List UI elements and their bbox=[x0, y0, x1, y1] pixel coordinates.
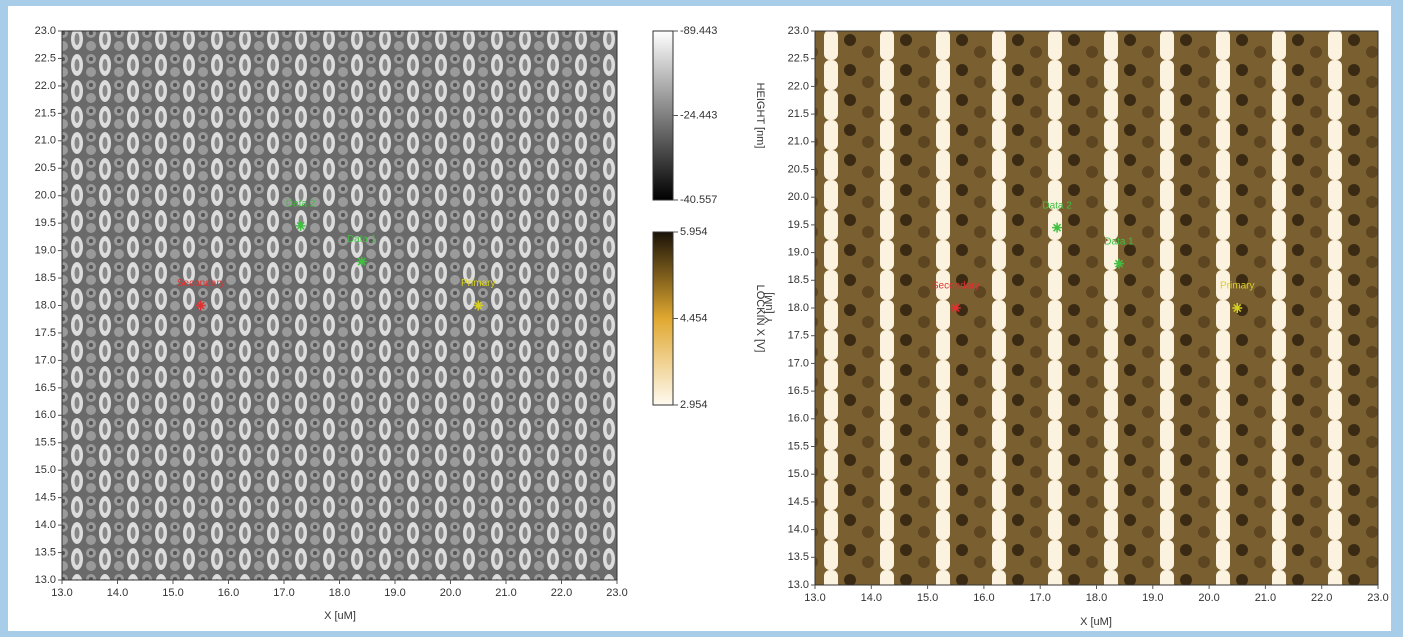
x-tick-label: 19.0 bbox=[1142, 592, 1163, 604]
x-tick-label: 15.0 bbox=[162, 587, 183, 599]
y-tick-label: 18.5 bbox=[788, 274, 809, 286]
x-tick-label: 20.0 bbox=[1198, 592, 1219, 604]
marker bbox=[295, 220, 306, 231]
marker bbox=[473, 300, 484, 311]
x-axis-label: X [uM] bbox=[324, 610, 356, 622]
y-tick-label: 14.5 bbox=[788, 496, 809, 508]
y-tick-label: 15.5 bbox=[788, 440, 809, 452]
y-tick-label: 15.5 bbox=[35, 437, 56, 449]
y-tick-label: 16.0 bbox=[788, 413, 809, 425]
marker bbox=[950, 303, 961, 313]
y-tick-label: 13.0 bbox=[35, 574, 56, 586]
marker bbox=[356, 256, 367, 267]
marker-label: Primary bbox=[1220, 281, 1254, 292]
y-tick-label: 19.0 bbox=[788, 247, 809, 259]
marker bbox=[1114, 258, 1125, 269]
colorbar-tick-label: 5.954 bbox=[680, 226, 708, 238]
y-tick-label: 16.5 bbox=[788, 385, 809, 397]
colorbar-label: LOCKIN X [V] bbox=[754, 285, 766, 353]
y-tick-label: 23.0 bbox=[788, 25, 809, 37]
y-tick-label: 14.0 bbox=[788, 524, 809, 536]
x-axis-label: X [uM] bbox=[1080, 616, 1112, 628]
x-tick-label: 23.0 bbox=[1367, 592, 1388, 604]
marker-label: Data 2 bbox=[286, 199, 316, 210]
marker-label: Primary bbox=[461, 278, 495, 289]
y-tick-label: 17.5 bbox=[35, 327, 56, 339]
y-tick-label: 20.5 bbox=[35, 162, 56, 174]
y-tick-label: 14.5 bbox=[35, 492, 56, 504]
y-tick-label: 20.5 bbox=[788, 163, 809, 175]
x-tick-label: 14.0 bbox=[861, 592, 882, 604]
x-tick-label: 21.0 bbox=[495, 587, 516, 599]
y-tick-label: 22.0 bbox=[35, 80, 56, 92]
x-tick-label: 23.0 bbox=[606, 587, 627, 599]
x-tick-label: 16.0 bbox=[218, 587, 239, 599]
y-tick-label: 19.5 bbox=[35, 217, 56, 229]
colorbar bbox=[652, 231, 674, 406]
marker-label: Secondary bbox=[177, 278, 225, 289]
y-tick-label: 15.0 bbox=[35, 464, 56, 476]
y-tick-label: 19.0 bbox=[35, 245, 56, 257]
y-tick-label: 22.5 bbox=[788, 53, 809, 65]
y-tick-label: 17.0 bbox=[35, 354, 56, 366]
y-tick-label: 17.0 bbox=[788, 357, 809, 369]
colorbar-tick-label: -40.557 bbox=[680, 194, 717, 206]
y-tick-label: 13.5 bbox=[35, 546, 56, 558]
x-tick-label: 21.0 bbox=[1255, 592, 1276, 604]
colorbar-tick-label: -89.443 bbox=[680, 25, 717, 37]
x-tick-label: 16.0 bbox=[973, 592, 994, 604]
x-tick-label: 22.0 bbox=[1311, 592, 1332, 604]
x-tick-label: 13.0 bbox=[51, 587, 72, 599]
marker-label: Data 1 bbox=[347, 234, 377, 245]
y-axis-label: Y [uM] bbox=[763, 292, 775, 324]
y-tick-label: 19.5 bbox=[788, 219, 809, 231]
y-tick-label: 17.5 bbox=[788, 330, 809, 342]
scan-image bbox=[814, 30, 1379, 586]
scan-image bbox=[61, 30, 618, 581]
colorbar-tick-label: -24.443 bbox=[680, 109, 717, 121]
y-tick-label: 15.0 bbox=[788, 468, 809, 480]
y-tick-label: 21.0 bbox=[35, 135, 56, 147]
y-tick-label: 21.0 bbox=[788, 136, 809, 148]
x-tick-label: 18.0 bbox=[329, 587, 350, 599]
y-tick-label: 18.0 bbox=[788, 302, 809, 314]
y-tick-label: 23.0 bbox=[35, 25, 56, 37]
x-tick-label: 20.0 bbox=[440, 587, 461, 599]
y-tick-label: 22.0 bbox=[788, 80, 809, 92]
y-tick-label: 13.5 bbox=[788, 551, 809, 563]
y-tick-label: 16.0 bbox=[35, 409, 56, 421]
colorbar-tick-label: 4.454 bbox=[680, 312, 708, 324]
x-tick-label: 17.0 bbox=[1029, 592, 1050, 604]
y-tick-label: 21.5 bbox=[35, 107, 56, 119]
marker bbox=[1052, 222, 1063, 233]
y-tick-label: 13.0 bbox=[788, 579, 809, 591]
x-tick-label: 15.0 bbox=[917, 592, 938, 604]
marker-label: Data 1 bbox=[1104, 236, 1134, 247]
y-tick-label: 22.5 bbox=[35, 52, 56, 64]
y-tick-label: 20.0 bbox=[788, 191, 809, 203]
colorbar bbox=[652, 30, 674, 201]
colorbar-tick-label: 2.954 bbox=[680, 399, 708, 411]
marker-label: Data 2 bbox=[1042, 200, 1072, 211]
x-tick-label: 18.0 bbox=[1086, 592, 1107, 604]
x-tick-label: 19.0 bbox=[384, 587, 405, 599]
y-tick-label: 16.5 bbox=[35, 382, 56, 394]
colorbar-label: HEIGHT [nm] bbox=[754, 83, 766, 149]
marker-label: Secondary bbox=[932, 281, 980, 292]
y-tick-label: 18.0 bbox=[35, 299, 56, 311]
y-tick-label: 20.0 bbox=[35, 190, 56, 202]
y-tick-label: 14.0 bbox=[35, 519, 56, 531]
y-tick-label: 21.5 bbox=[788, 108, 809, 120]
marker bbox=[195, 300, 206, 311]
x-tick-label: 22.0 bbox=[551, 587, 572, 599]
marker bbox=[1232, 303, 1243, 313]
x-tick-label: 14.0 bbox=[107, 587, 128, 599]
x-tick-label: 17.0 bbox=[273, 587, 294, 599]
y-tick-label: 18.5 bbox=[35, 272, 56, 284]
x-tick-label: 13.0 bbox=[804, 592, 825, 604]
